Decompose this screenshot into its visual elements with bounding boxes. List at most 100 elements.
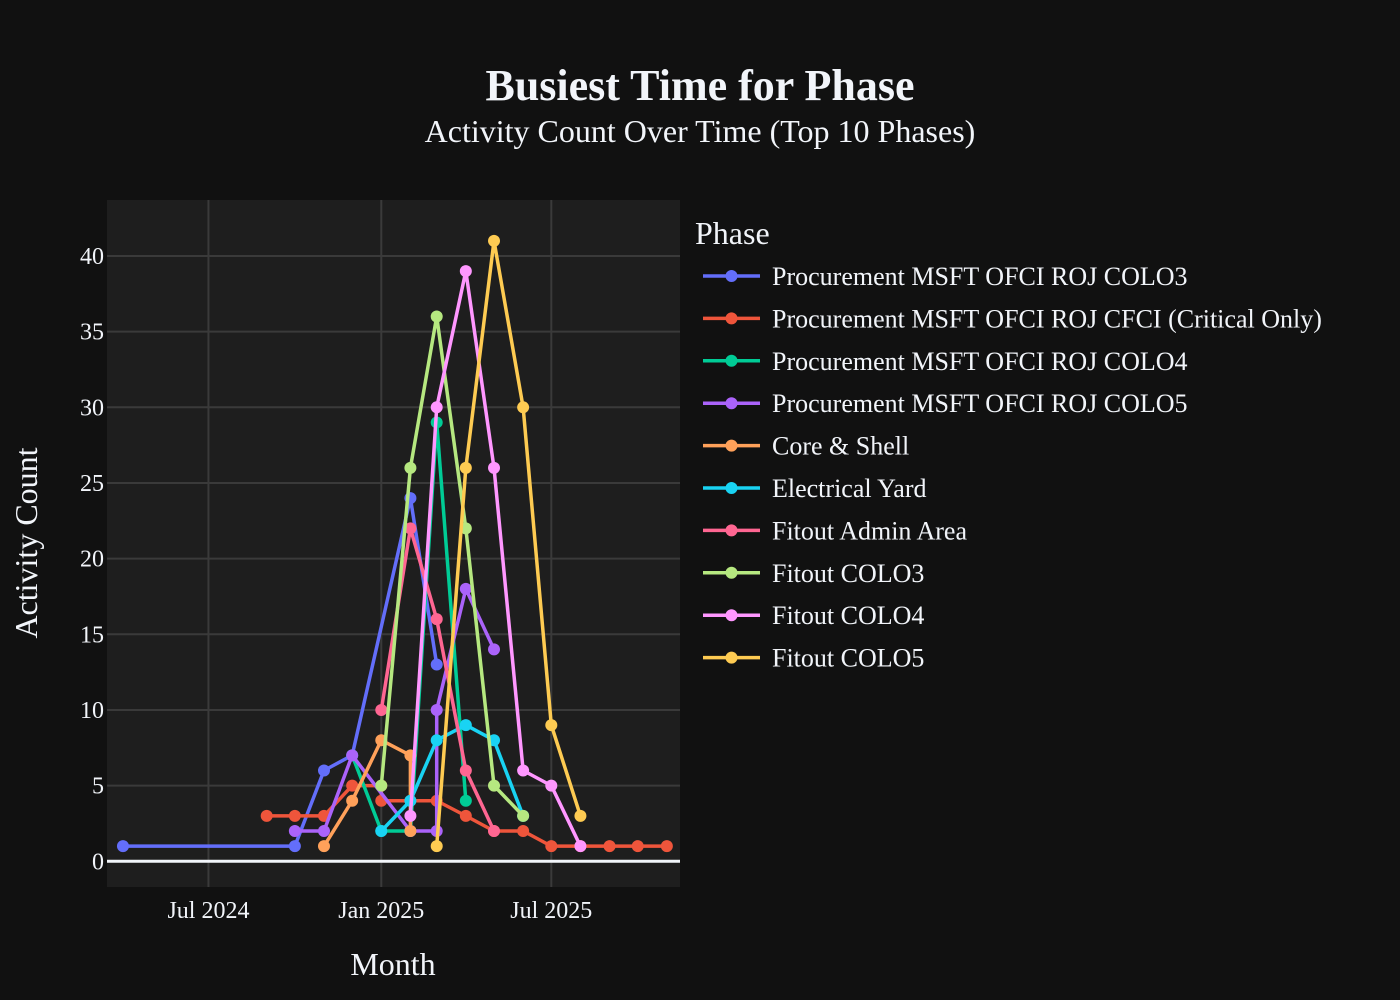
legend[interactable]: Procurement MSFT OFCI ROJ COLO3 Procureme… (703, 262, 1322, 673)
y-tick-label: 35 (80, 320, 104, 346)
data-point (375, 779, 388, 792)
data-point (488, 779, 501, 792)
legend-swatch-marker (725, 482, 738, 494)
legend-swatch-marker (725, 651, 738, 664)
x-axis-title: Month (350, 946, 435, 982)
chart-subtitle: Activity Count Over Time (Top 10 Phases) (425, 113, 976, 149)
legend-swatch-marker (725, 397, 738, 410)
data-point (430, 613, 443, 626)
series-procurement-msft-ofci-roj-colo5 (288, 582, 501, 838)
series-line (294, 587, 496, 833)
legend-item-fitout-colo4[interactable]: Fitout COLO4 (703, 601, 924, 630)
legend-label: Procurement MSFT OFCI ROJ COLO4 (772, 347, 1188, 376)
legend-swatch-marker (725, 566, 738, 579)
data-point (488, 825, 501, 838)
data-point (288, 825, 301, 838)
data-point (430, 734, 443, 747)
y-tick-label: 5 (92, 774, 104, 800)
data-point (404, 809, 417, 822)
x-axis-ticks: Jul 2024 Jan 2025 Jul 2025 (167, 898, 592, 924)
data-point (459, 764, 472, 777)
data-point (430, 401, 443, 414)
series-fitout-colo5 (430, 234, 587, 853)
data-point (459, 794, 472, 807)
x-tick-label: Jul 2024 (167, 898, 249, 924)
data-point (545, 719, 558, 732)
legend-title: Phase (695, 215, 770, 251)
legend-item-procurement-msft-ofci-roj-cfci-critical-only[interactable]: Procurement MSFT OFCI ROJ CFCI (Critical… (703, 304, 1322, 333)
data-point (459, 265, 472, 278)
data-point (488, 234, 501, 247)
legend-item-electrical-yard[interactable]: Electrical Yard (703, 474, 927, 503)
data-point (317, 840, 330, 853)
data-point (430, 310, 443, 323)
legend-label: Fitout Admin Area (772, 516, 967, 545)
series-layer (116, 234, 673, 853)
legend-item-procurement-msft-ofci-roj-colo3[interactable]: Procurement MSFT OFCI ROJ COLO3 (703, 262, 1188, 291)
data-point (288, 840, 301, 853)
x-tick-label: Jul 2025 (510, 898, 592, 924)
data-point (517, 764, 530, 777)
data-point (430, 658, 443, 671)
data-point (517, 401, 530, 414)
data-point (459, 461, 472, 474)
y-tick-label: 15 (80, 622, 104, 648)
legend-swatch-marker (725, 312, 738, 325)
legend-swatch-marker (725, 524, 738, 537)
data-point (404, 825, 417, 838)
data-point (430, 840, 443, 853)
legend-item-fitout-admin-area[interactable]: Fitout Admin Area (703, 516, 967, 545)
data-point (545, 779, 558, 792)
data-point (574, 809, 587, 822)
data-point (317, 825, 330, 838)
legend-item-fitout-colo5[interactable]: Fitout COLO5 (703, 644, 924, 673)
series-line (266, 783, 667, 848)
data-point (517, 825, 530, 838)
legend-swatch-marker (725, 354, 738, 367)
series-line (434, 239, 583, 847)
series-fitout-colo4 (404, 265, 587, 853)
legend-item-fitout-colo3[interactable]: Fitout COLO3 (703, 559, 924, 588)
data-point (260, 809, 273, 822)
legend-item-core-shell[interactable]: Core & Shell (703, 432, 909, 461)
data-point (116, 840, 129, 853)
data-point (375, 825, 388, 838)
data-point (517, 809, 530, 822)
legend-label: Procurement MSFT OFCI ROJ COLO5 (772, 389, 1188, 418)
legend-label: Fitout COLO5 (772, 644, 924, 673)
y-axis-title: Activity Count (8, 447, 44, 638)
data-point (459, 809, 472, 822)
legend-label: Procurement MSFT OFCI ROJ COLO3 (772, 262, 1188, 291)
data-point (346, 794, 359, 807)
y-tick-label: 40 (80, 244, 104, 270)
series-line (379, 314, 525, 818)
data-point (459, 582, 472, 595)
data-point (288, 809, 301, 822)
legend-label: Electrical Yard (772, 474, 927, 503)
legend-swatch-marker (725, 609, 738, 622)
data-point (631, 840, 644, 853)
series-line (380, 723, 525, 833)
chart-title: Busiest Time for Phase (485, 61, 914, 110)
legend-label: Fitout COLO3 (772, 559, 924, 588)
data-point (317, 764, 330, 777)
y-tick-label: 10 (80, 698, 104, 724)
data-point (375, 703, 388, 716)
data-point (488, 461, 501, 474)
y-axis-ticks: 0 5 10 15 20 25 30 35 40 (80, 244, 104, 875)
legend-item-procurement-msft-ofci-roj-colo4[interactable]: Procurement MSFT OFCI ROJ COLO4 (703, 347, 1188, 376)
data-point (404, 522, 417, 535)
legend-label: Fitout COLO4 (772, 601, 924, 630)
x-tick-label: Jan 2025 (338, 898, 424, 924)
legend-swatch-marker (725, 439, 738, 452)
data-point (404, 461, 417, 474)
y-tick-label: 30 (80, 395, 104, 421)
legend-label: Core & Shell (772, 432, 909, 461)
data-point (488, 643, 501, 656)
series-core-shell (317, 734, 417, 853)
legend-item-procurement-msft-ofci-roj-colo5[interactable]: Procurement MSFT OFCI ROJ COLO5 (703, 389, 1188, 418)
y-tick-label: 20 (80, 547, 104, 573)
data-point (346, 779, 359, 792)
series-fitout-colo3 (375, 310, 530, 822)
